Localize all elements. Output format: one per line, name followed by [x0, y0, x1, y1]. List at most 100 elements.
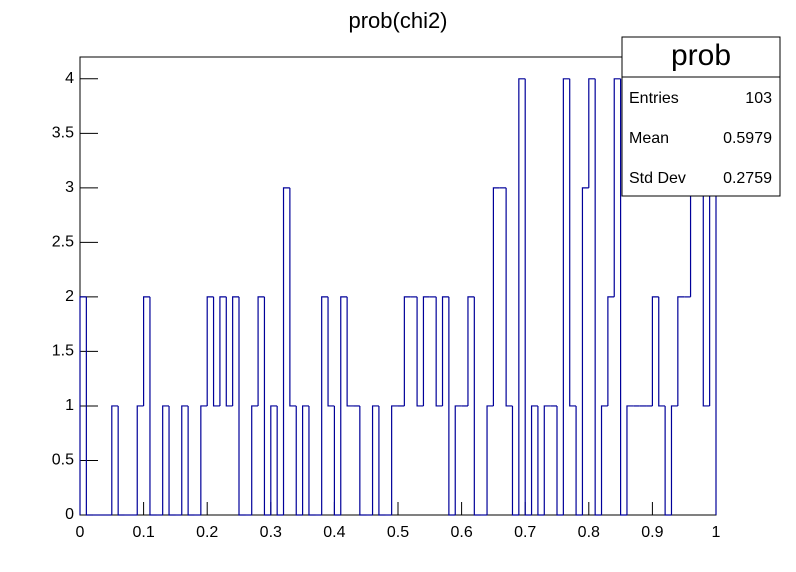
bin [263, 296, 271, 516]
bin [187, 405, 195, 516]
bin [486, 405, 494, 515]
y-tick-label: 1.5 [52, 343, 74, 360]
stats-title: prob [671, 39, 731, 72]
bin [308, 405, 316, 516]
bin [435, 296, 443, 407]
bin [282, 187, 290, 515]
bin [588, 78, 596, 188]
bin [359, 405, 367, 516]
bin [530, 405, 538, 515]
bin [664, 405, 672, 516]
chart-title: prob(chi2) [348, 8, 447, 33]
x-tick-label: 0.3 [260, 524, 282, 541]
y-tick-label: 2 [65, 288, 74, 305]
x-tick-label: 0.7 [514, 524, 536, 541]
x-tick-label: 0 [76, 524, 85, 541]
bin [575, 405, 583, 516]
y-tick-label: 3 [65, 179, 74, 196]
bin [594, 78, 602, 516]
bin [206, 296, 214, 406]
bin [85, 296, 93, 516]
bin [111, 405, 119, 515]
y-tick-label: 2.5 [52, 234, 74, 251]
bin [569, 78, 577, 407]
bin [321, 296, 329, 515]
stats-label: Entries [629, 90, 679, 107]
bin [651, 296, 659, 406]
bin [238, 296, 246, 516]
bin [626, 405, 634, 515]
bin [613, 78, 621, 297]
stats-label: Mean [629, 130, 669, 147]
x-tick-label: 1 [712, 524, 721, 541]
bin [677, 296, 685, 406]
bin [581, 187, 589, 515]
bin [709, 187, 717, 515]
bin [117, 405, 125, 516]
bin [403, 296, 411, 406]
bin [658, 296, 666, 407]
x-tick-label: 0.1 [132, 524, 154, 541]
bin [454, 405, 462, 515]
bin [225, 296, 233, 407]
stats-value: 0.5979 [723, 130, 772, 147]
bin [181, 405, 189, 515]
bin [232, 296, 239, 406]
bin [79, 296, 87, 515]
bin [302, 405, 309, 515]
bin [492, 187, 500, 406]
bin [537, 405, 545, 516]
bin [524, 78, 532, 516]
bin [600, 405, 608, 515]
bin [219, 296, 227, 406]
bin [416, 296, 424, 407]
stats-value: 0.2759 [723, 170, 772, 187]
bin [276, 405, 284, 516]
stats-box [621, 36, 781, 197]
y-tick-label: 1 [65, 397, 74, 414]
bin [422, 296, 430, 406]
bin [670, 405, 678, 515]
y-tick-label: 4 [65, 70, 74, 87]
bin [378, 405, 386, 516]
bin [371, 405, 379, 515]
y-tick-label: 3.5 [52, 125, 74, 142]
bin [295, 405, 303, 516]
bin [518, 78, 526, 515]
bin [251, 405, 259, 515]
bin [473, 296, 481, 516]
stats-label: Std Dev [629, 170, 686, 187]
bin [556, 405, 564, 516]
bin [607, 296, 615, 406]
bin [702, 187, 710, 407]
bin [212, 296, 220, 407]
bin [511, 405, 519, 516]
bin [333, 405, 341, 516]
bin [346, 296, 354, 407]
bin [391, 405, 398, 515]
bin [467, 296, 475, 406]
bin [257, 296, 265, 406]
x-tick-label: 0.9 [641, 524, 663, 541]
bin [441, 296, 449, 406]
bin [149, 296, 157, 516]
bin [200, 405, 208, 515]
x-tick-label: 0.8 [578, 524, 600, 541]
x-tick-label: 0.5 [387, 524, 409, 541]
bin [505, 187, 513, 407]
bin [543, 405, 551, 515]
bin [168, 405, 176, 516]
y-tick-label: 0 [65, 506, 74, 523]
stats-value: 103 [745, 90, 772, 107]
x-tick-label: 0.6 [450, 524, 472, 541]
bin [620, 78, 627, 516]
bin [143, 296, 150, 406]
bin [162, 405, 170, 515]
bin [448, 296, 456, 516]
bin [562, 78, 570, 515]
bin [340, 296, 348, 515]
bin [136, 405, 144, 515]
y-tick-label: 0.5 [52, 452, 74, 469]
